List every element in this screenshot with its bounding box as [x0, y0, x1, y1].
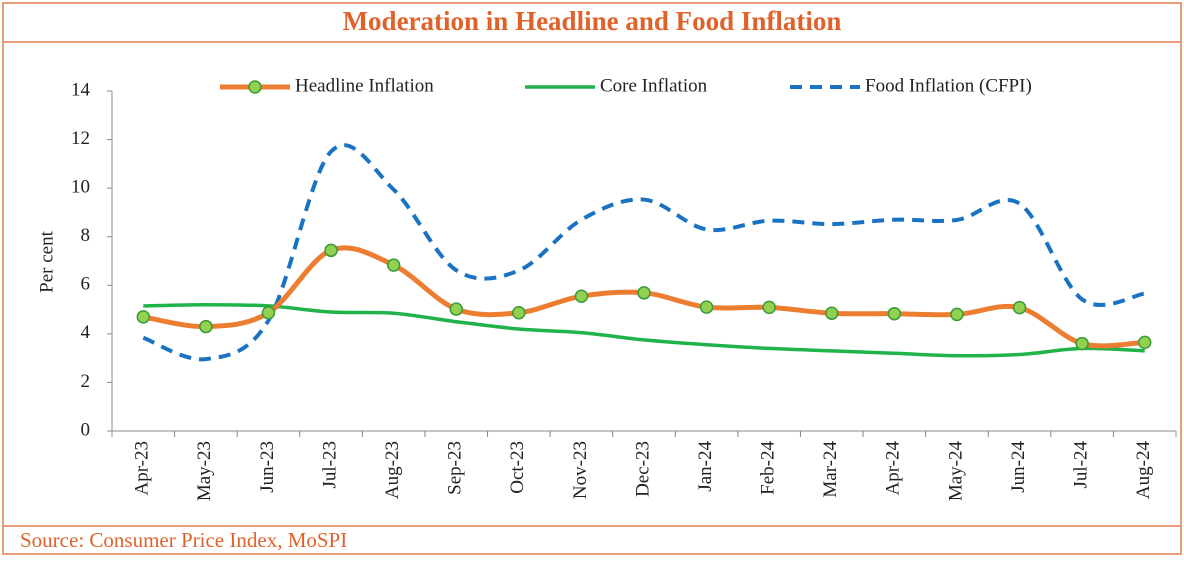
- x-tick-label: May-24: [945, 441, 966, 502]
- x-tick-label: Mar-24: [820, 441, 841, 498]
- point: [950, 307, 964, 322]
- x-tick-label: Nov-23: [570, 441, 591, 499]
- chart-title: Moderation in Headline and Food Inflatio…: [343, 6, 842, 36]
- point: [1075, 336, 1089, 351]
- series-line: [142, 143, 1146, 362]
- point: [1012, 300, 1027, 315]
- point: [762, 300, 776, 315]
- y-tick-label: 8: [81, 225, 91, 246]
- point: [637, 286, 651, 300]
- y-axis-label: Per cent: [36, 230, 57, 292]
- point: [825, 306, 839, 320]
- point: [512, 305, 526, 320]
- x-tick-label: Jun-24: [1008, 441, 1029, 493]
- point: [449, 302, 463, 316]
- source: Source: Consumer Price Index, MoSPI: [20, 528, 347, 552]
- y-tick-label: 12: [71, 128, 90, 149]
- x-tick-label: May-23: [194, 441, 215, 501]
- point: [261, 305, 276, 320]
- point: [136, 310, 151, 324]
- point: [699, 300, 714, 314]
- point: [887, 306, 902, 321]
- x-tick-label: Aug-24: [1133, 441, 1154, 500]
- y-tick-label: 2: [81, 371, 91, 392]
- x-tick-label: Jul-24: [1070, 441, 1091, 489]
- point: [386, 258, 401, 272]
- x-tick-label: Aug-23: [382, 441, 403, 499]
- x-tick-label: Jul-23: [319, 441, 340, 489]
- point: [199, 319, 213, 334]
- point: [1137, 335, 1152, 350]
- legend-label: Headline Inflation: [295, 75, 434, 96]
- x-tick-label: Oct-23: [507, 441, 528, 494]
- point: [574, 289, 589, 303]
- y-tick-label: 14: [71, 79, 91, 100]
- legend-label: Core Inflation: [600, 75, 708, 96]
- y-tick-label: 4: [81, 322, 91, 343]
- x-tick-label: Jun-23: [257, 441, 278, 493]
- point: [324, 243, 338, 258]
- y-tick-label: 10: [71, 177, 90, 198]
- x-tick-label: Feb-24: [758, 441, 779, 495]
- y-tick-label: 0: [81, 419, 91, 440]
- x-tick-label: Jan-24: [695, 441, 716, 492]
- series-line: [143, 302, 1145, 358]
- legend-label: Food Inflation (CFPI): [865, 75, 1032, 96]
- y-tick-label: 6: [81, 274, 91, 295]
- x-tick-label: Sep-23: [445, 441, 466, 495]
- x-tick-label: Apr-23: [132, 441, 153, 496]
- x-tick-label: Dec-23: [632, 441, 653, 497]
- x-tick-label: Apr-24: [883, 441, 904, 496]
- legend-marker: [248, 80, 262, 94]
